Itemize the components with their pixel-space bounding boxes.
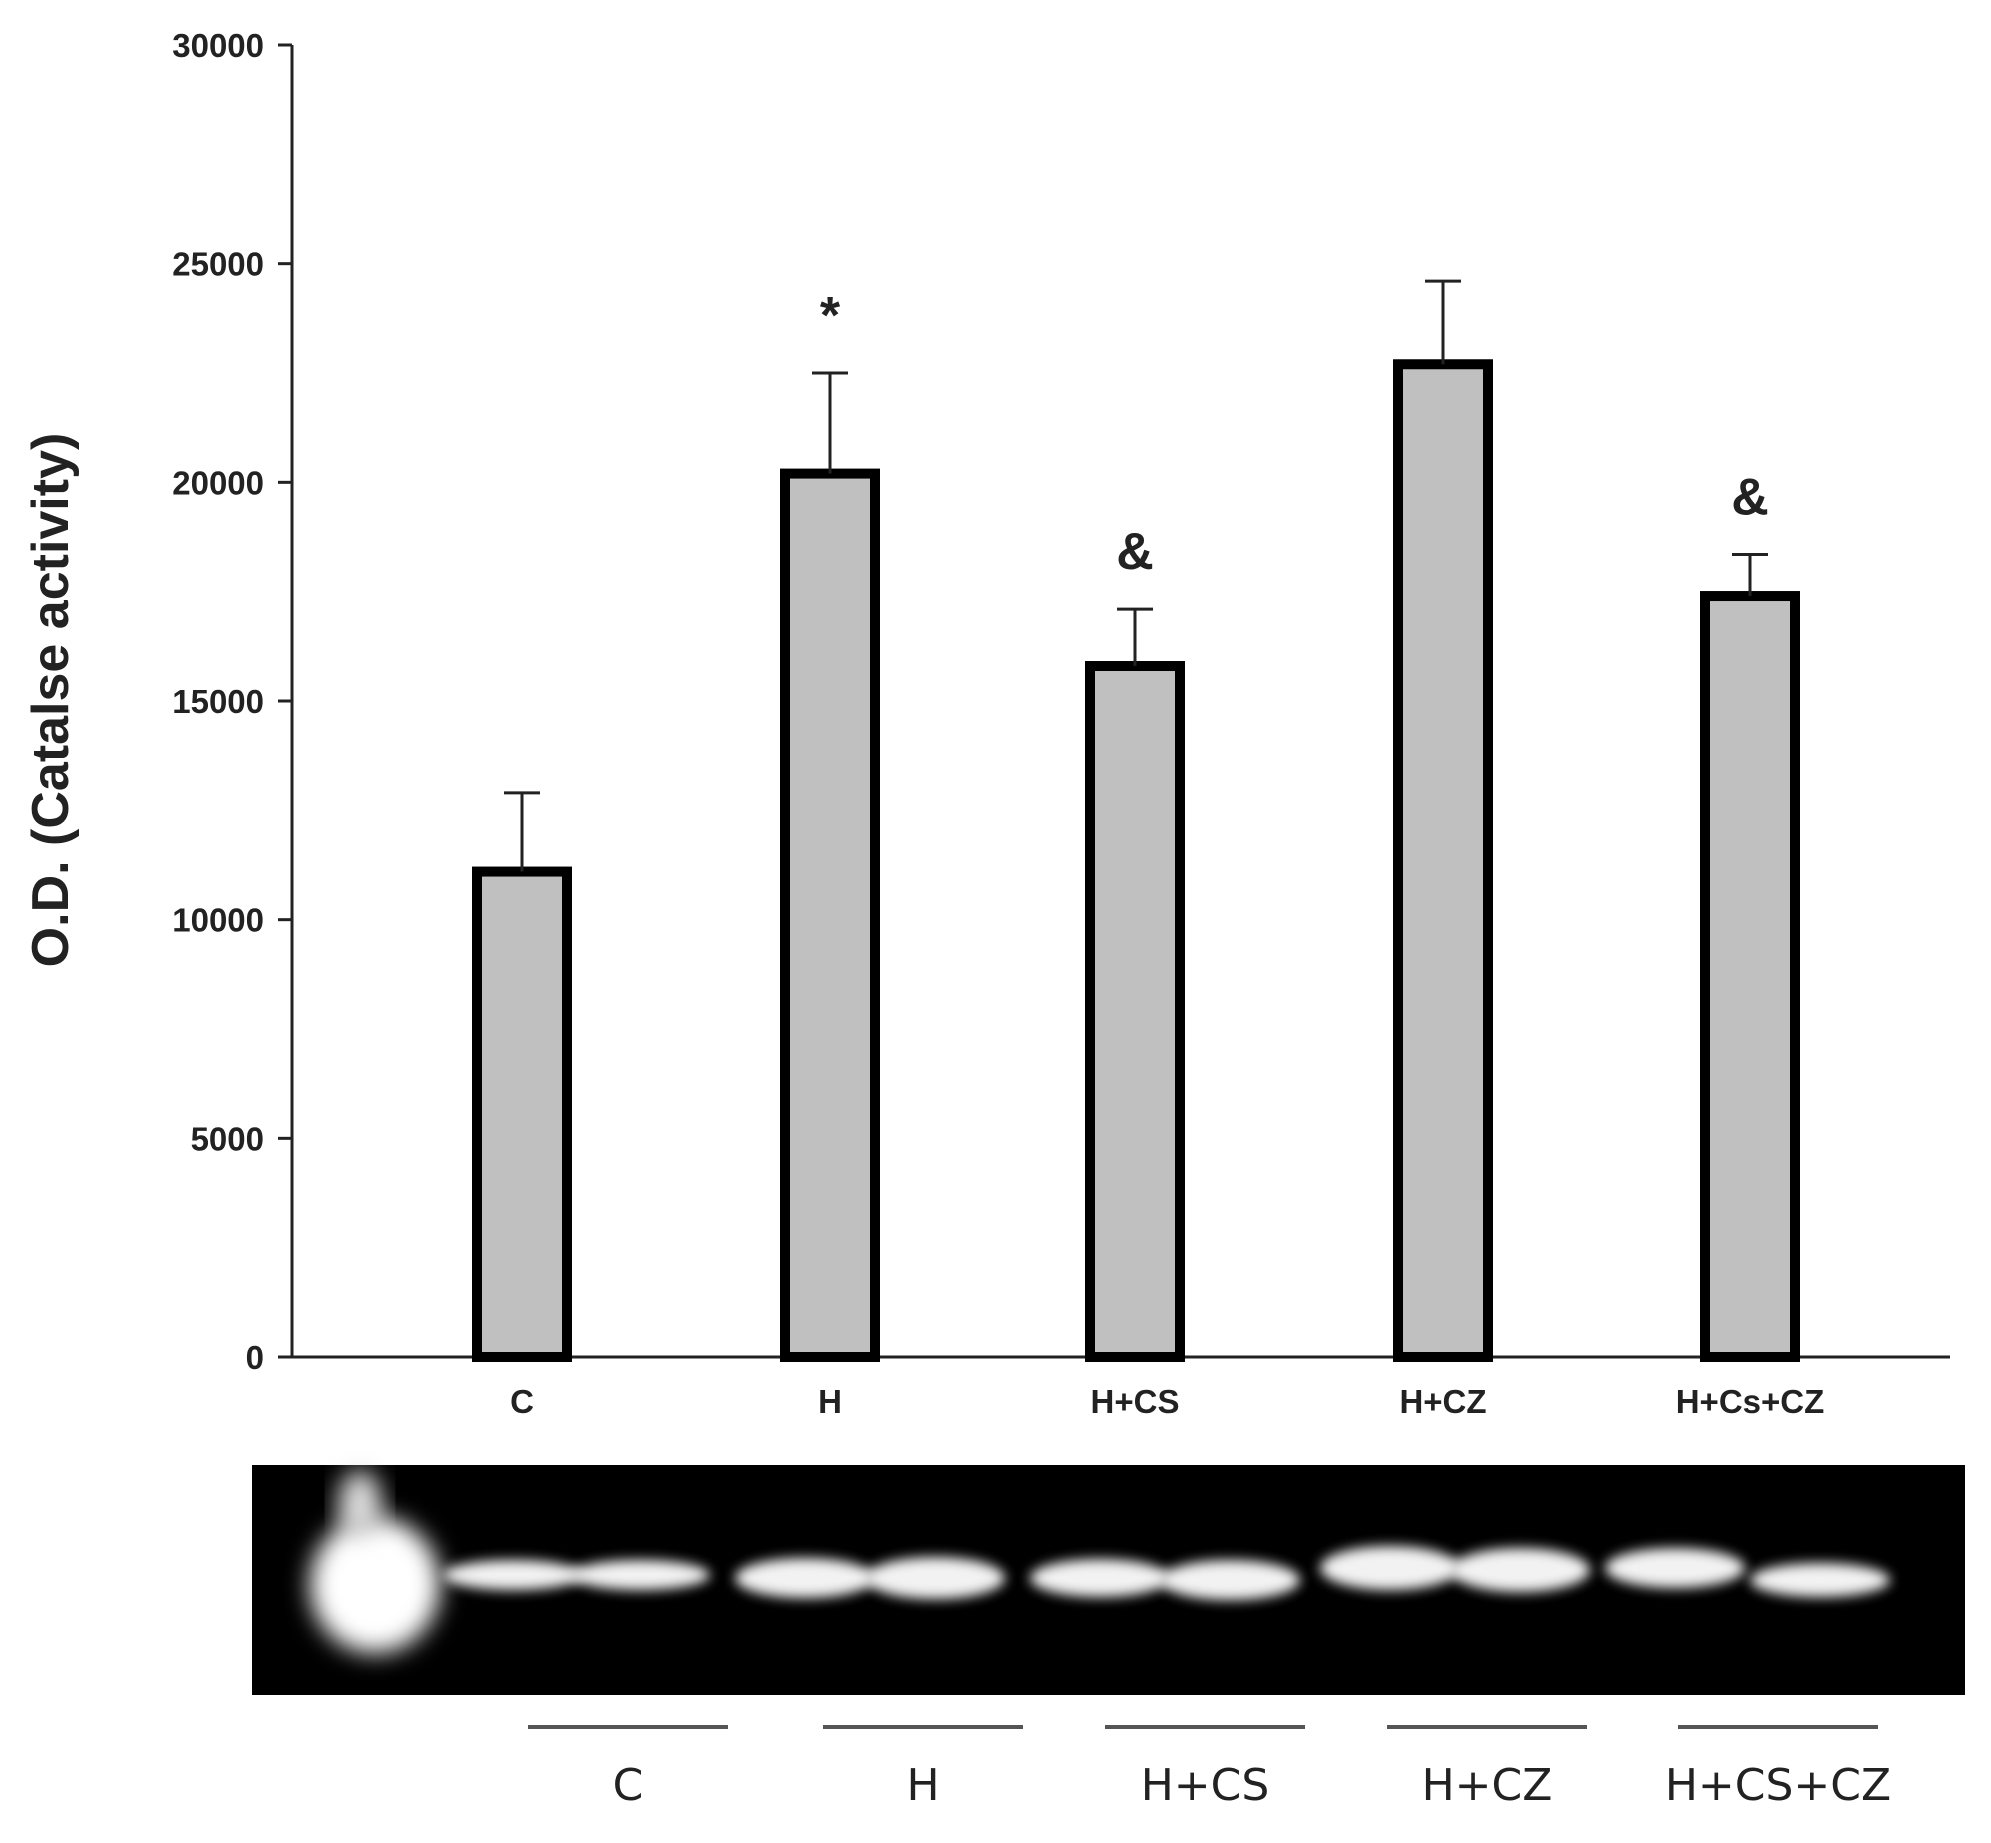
lane-group-label: H bbox=[906, 1760, 939, 1811]
lane-group-label: H+CZ bbox=[1422, 1760, 1553, 1811]
significance-mark: * bbox=[820, 287, 841, 345]
gel-marker-band bbox=[310, 1517, 440, 1653]
x-tick-labels: C H H+CS H+CZ H+Cs+CZ bbox=[510, 1383, 1824, 1420]
lane-group-label: C bbox=[613, 1760, 644, 1811]
lane-group-label: H+CS bbox=[1141, 1760, 1270, 1811]
gel-band bbox=[1605, 1548, 1745, 1588]
gel-band bbox=[570, 1560, 710, 1590]
significance-mark: & bbox=[1731, 468, 1769, 526]
lane-group-label: H+CS+CZ bbox=[1665, 1760, 1891, 1811]
gel-lane-groups: C H H+CS H+CZ H+CS+CZ bbox=[528, 1725, 1891, 1811]
y-axis-label: O.D. (Catalse activity) bbox=[22, 433, 80, 968]
bar-C bbox=[472, 866, 572, 1362]
bar-H+CS bbox=[1085, 661, 1185, 1362]
significance-annotations: * & & bbox=[820, 287, 1769, 581]
y-tick-label: 10000 bbox=[172, 902, 264, 939]
y-tick-label: 20000 bbox=[172, 464, 264, 501]
gel-band bbox=[865, 1557, 1005, 1599]
y-tick-label: 5000 bbox=[191, 1120, 264, 1157]
bar-H+Cs+CZ bbox=[1700, 591, 1800, 1362]
gel-band bbox=[1320, 1546, 1460, 1590]
bar-H bbox=[780, 468, 880, 1362]
gel-band bbox=[1450, 1548, 1590, 1592]
gel-marker-streak bbox=[338, 1470, 382, 1540]
y-ticks: 0 5000 10000 15000 20000 25000 30000 bbox=[172, 27, 292, 1376]
bar-H+CZ bbox=[1393, 359, 1493, 1362]
x-tick-label: C bbox=[510, 1383, 534, 1420]
y-tick-label: 15000 bbox=[172, 683, 264, 720]
gel-bands bbox=[443, 1546, 1890, 1600]
x-tick-label: H bbox=[818, 1383, 842, 1420]
x-tick-label: H+CS bbox=[1091, 1383, 1180, 1420]
gel-band bbox=[1160, 1560, 1300, 1600]
gel-image bbox=[252, 1465, 1965, 1695]
x-tick-label: H+CZ bbox=[1399, 1383, 1486, 1420]
bars bbox=[472, 359, 1800, 1362]
gel-band bbox=[735, 1558, 875, 1598]
error-bars bbox=[504, 279, 1768, 872]
y-tick-label: 0 bbox=[246, 1339, 264, 1376]
significance-mark: & bbox=[1116, 523, 1154, 581]
gel-band bbox=[443, 1560, 583, 1590]
gel-band bbox=[1030, 1559, 1170, 1597]
y-tick-label: 25000 bbox=[172, 246, 264, 283]
y-tick-label: 30000 bbox=[172, 27, 264, 64]
x-tick-label: H+Cs+CZ bbox=[1676, 1383, 1825, 1420]
gel-band bbox=[1750, 1563, 1890, 1597]
